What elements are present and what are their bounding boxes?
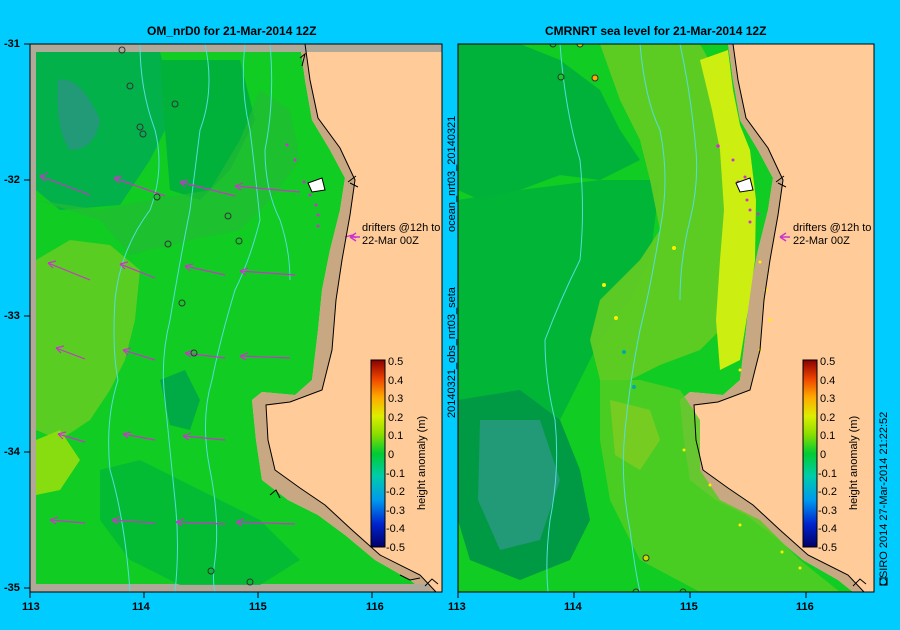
right-panel-title: CMRNRT sea level for 21-Mar-2014 12Z	[545, 24, 767, 38]
right-axis-ticks	[457, 592, 807, 598]
right-observation-stations	[549, 44, 687, 592]
cb-tick: -0.5	[386, 542, 405, 554]
copyright-icon	[879, 577, 888, 586]
left-map-frame	[29, 43, 443, 593]
cb-tick: -0.4	[818, 523, 837, 535]
y-tick-label: -35	[4, 582, 20, 594]
observation-stations	[118, 46, 254, 586]
x-tick-label: 116	[366, 601, 384, 613]
cb-tick: 0.1	[388, 430, 403, 442]
right-colorbar-ticks: 0.5 0.4 0.3 0.2 0.1 0 -0.1 -0.2 -0.3 -0.…	[818, 356, 860, 554]
left-colorbar-ticks: 0.5 0.4 0.3 0.2 0.1 0 -0.1 -0.2 -0.3 -0.…	[386, 356, 428, 554]
coastline	[265, 44, 437, 592]
cb-tick: 0.3	[388, 393, 403, 405]
cb-tick: 0.4	[388, 375, 403, 387]
y-tick-label: -32	[4, 174, 20, 186]
cb-tick: -0.4	[386, 523, 405, 535]
drifter-legend-left: drifters @12h to 22-Mar 00Z	[362, 222, 440, 248]
drifter-label-line2: 22-Mar 00Z	[362, 235, 419, 247]
cb-tick: -0.2	[818, 486, 837, 498]
colorbar-title: height anomaly (m)	[416, 416, 428, 510]
cb-tick: 0.4	[820, 375, 835, 387]
drifter-pointer-right	[779, 232, 790, 242]
cb-tick: 0	[820, 449, 826, 461]
right-map-panel	[458, 44, 874, 592]
y-tick-label: -34	[4, 446, 20, 458]
sea-level-obs-points	[602, 246, 802, 570]
x-tick-label: 114	[564, 601, 582, 613]
x-tick-label: 115	[680, 601, 698, 613]
cb-tick: -0.5	[818, 542, 837, 554]
x-tick-label: 113	[448, 601, 466, 613]
drifter-label-line2: 22-Mar 00Z	[793, 235, 850, 247]
drifter-pointer-left	[349, 232, 360, 242]
y-tick-label: -31	[4, 38, 20, 50]
cb-tick: 0.5	[388, 356, 403, 368]
drifter-label-line1: drifters @12h to	[793, 222, 872, 234]
x-tick-label: 116	[796, 601, 814, 613]
cb-tick: -0.3	[386, 505, 405, 517]
right-coastline	[693, 44, 865, 592]
colorbar-title: height anomaly (m)	[848, 416, 860, 510]
cb-tick: 0.5	[820, 356, 835, 368]
x-tick-label: 113	[22, 601, 40, 613]
cb-tick: 0.3	[820, 393, 835, 405]
cb-tick: 0	[388, 449, 394, 461]
drifter-legend-right: drifters @12h to 22-Mar 00Z	[793, 222, 871, 248]
x-tick-label: 115	[249, 601, 267, 613]
left-panel-title: OM_nrD0 for 21-Mar-2014 12Z	[147, 24, 317, 38]
x-tick-label: 114	[132, 601, 150, 613]
left-colorbar	[370, 359, 386, 548]
cb-tick: 0.2	[388, 412, 403, 424]
right-map-frame	[457, 43, 875, 593]
cb-tick: 0.1	[820, 430, 835, 442]
drifter-label-line1: drifters @12h to	[362, 222, 441, 234]
right-colorbar	[802, 359, 818, 548]
left-map-panel	[30, 44, 442, 592]
contour-lines	[108, 44, 291, 592]
cb-tick: -0.2	[386, 486, 405, 498]
high-anomaly-region	[36, 240, 140, 440]
y-tick-label: -33	[4, 310, 20, 322]
nearshore-high-region	[590, 44, 740, 380]
left-axis-ticks	[24, 43, 373, 598]
cb-tick: 0.2	[820, 412, 835, 424]
cb-tick: -0.1	[386, 468, 405, 480]
cb-tick: -0.3	[818, 505, 837, 517]
offshore-low-region	[458, 44, 640, 200]
cb-tick: -0.1	[818, 468, 837, 480]
